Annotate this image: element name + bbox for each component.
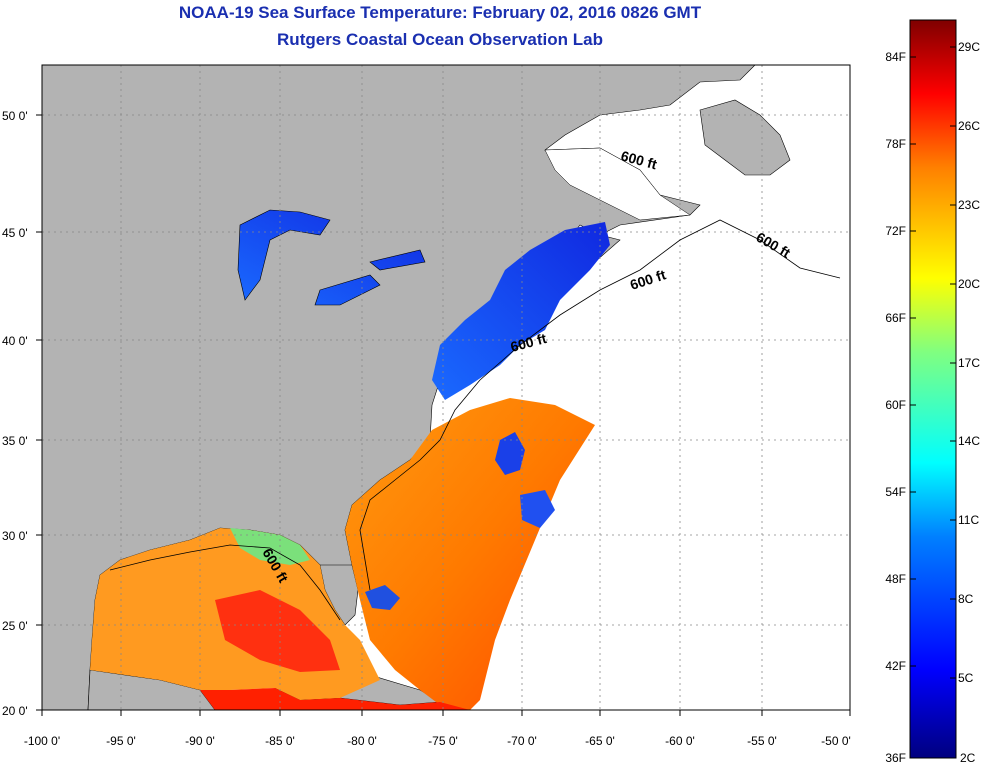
colorbar-fahrenheit-label: 48F: [885, 572, 906, 586]
colorbar: [909, 19, 957, 759]
colorbar-celsius-label: 14C: [958, 434, 980, 448]
colorbar-celsius-label: 8C: [958, 592, 974, 606]
land-newfoundland: [699, 99, 791, 176]
lat-tick-label: 20 0': [2, 704, 28, 718]
cold-eddy: [520, 490, 555, 528]
colorbar-fahrenheit-label: 72F: [885, 224, 906, 238]
colorbar-celsius-label: 29C: [958, 40, 980, 54]
colorbar-fahrenheit-label: 60F: [885, 398, 906, 412]
hot-water-caribbean: [200, 688, 470, 710]
cold-water-northeast-shelf: [432, 222, 610, 400]
lon-tick-label: -95 0': [106, 734, 136, 748]
colorbar-fahrenheit-label: 66F: [885, 311, 906, 325]
great-lakes: [237, 209, 426, 306]
cold-eddy: [495, 432, 525, 475]
warm-water-gulf-stream: [345, 398, 595, 710]
colorbar-celsius-label: 20C: [958, 277, 980, 291]
lon-tick-label: -80 0': [347, 734, 377, 748]
colorbar-celsius-label: 5C: [958, 671, 974, 685]
lat-tick-label: 50 0': [2, 109, 28, 123]
colorbar-celsius-label: 26C: [958, 119, 980, 133]
colorbar-celsius-label: 23C: [958, 198, 980, 212]
lat-tick-label: 25 0': [2, 619, 28, 633]
depth-contour-600ft: [359, 219, 841, 591]
colorbar-fahrenheit-label: 54F: [885, 485, 906, 499]
lon-tick-label: -75 0': [428, 734, 458, 748]
colorbar-celsius-label: 17C: [958, 356, 980, 370]
lon-tick-label: -70 0': [507, 734, 537, 748]
cold-water-florida-bay: [365, 585, 400, 610]
map-border: [41, 64, 851, 711]
lat-tick-label: 30 0': [2, 529, 28, 543]
lon-tick-label: -100 0': [24, 734, 60, 748]
lon-tick-label: -50 0': [821, 734, 851, 748]
lat-tick-label: 40 0': [2, 334, 28, 348]
colorbar-fahrenheit-label: 42F: [885, 659, 906, 673]
lon-tick-label: -60 0': [665, 734, 695, 748]
map-title: NOAA-19 Sea Surface Temperature: Februar…: [178, 3, 702, 22]
graticule: [42, 65, 850, 710]
colorbar-fahrenheit-label: 78F: [885, 137, 906, 151]
colorbar-fahrenheit-label: 36F: [885, 751, 906, 765]
map-subtitle: Rutgers Coastal Ocean Observation Lab: [277, 30, 603, 49]
colorbar-celsius-label: 2C: [960, 751, 976, 765]
cool-water-gulf-coast: [230, 528, 310, 565]
lon-tick-label: -85 0': [265, 734, 295, 748]
no-data-gulf-st-lawrence: [544, 147, 691, 221]
colorbar-celsius-label: 11C: [958, 513, 979, 527]
lon-tick-label: -90 0': [185, 734, 215, 748]
lon-tick-label: -55 0': [747, 734, 777, 748]
lat-tick-label: 45 0': [2, 226, 28, 240]
depth-contour-600ft: [109, 544, 341, 621]
lat-tick-label: 35 0': [2, 434, 28, 448]
hot-water-loop-current: [215, 590, 340, 672]
lon-tick-label: -65 0': [585, 734, 615, 748]
colorbar-fahrenheit-label: 84F: [885, 50, 906, 64]
